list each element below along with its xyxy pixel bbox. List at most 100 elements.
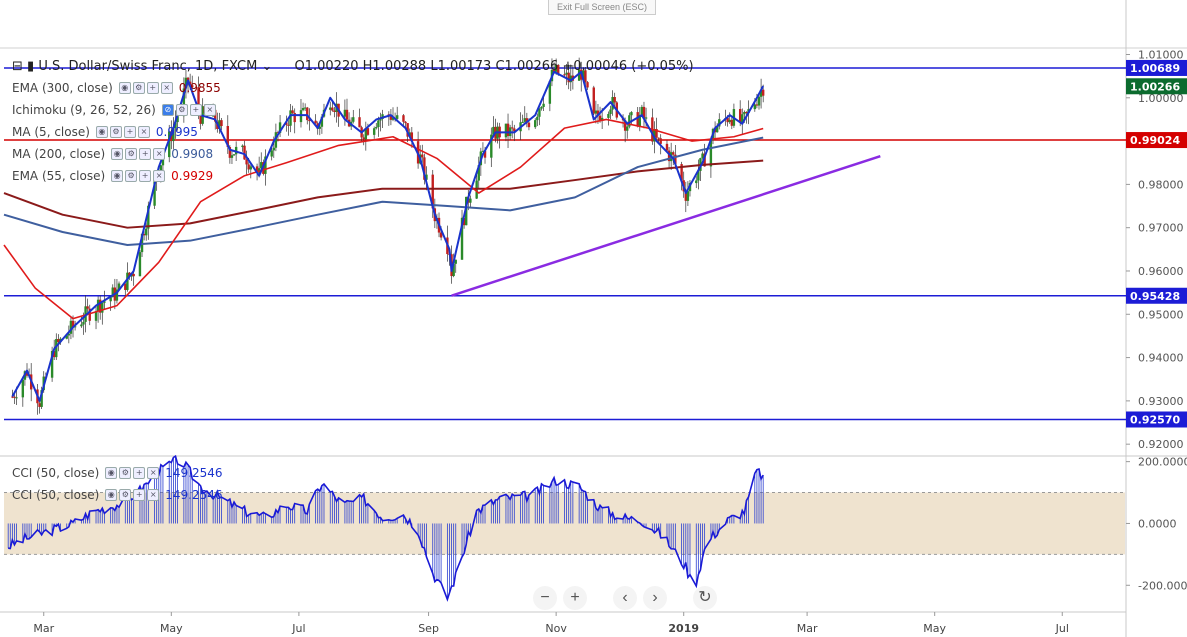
candle-body (289, 110, 292, 126)
indicator-ichimoku[interactable]: Ichimoku (9, 26, 52, 26) ⊘ ⚙ + × (12, 103, 216, 117)
indicator-ema300[interactable]: EMA (300, close) ◉ ⚙ + × 0.9855 (12, 81, 221, 95)
candle-body (523, 118, 526, 122)
gear-icon[interactable]: ⚙ (119, 467, 132, 479)
candle-body (640, 106, 644, 115)
gear-icon[interactable]: ⚙ (119, 489, 132, 501)
candle-body (659, 138, 662, 144)
candle-body (410, 132, 414, 142)
indicator-value: 0.9908 (171, 147, 214, 161)
candle-body (439, 232, 443, 238)
gear-icon[interactable]: ⚙ (125, 170, 138, 182)
indicator-cci-1[interactable]: CCI (50, close) ◉ ⚙ + × 149.2546 (12, 466, 223, 480)
time-tick-label: Jul (1055, 622, 1069, 635)
candle-body (285, 122, 288, 125)
indicator-buttons[interactable]: ◉ ⚙ + × (111, 170, 166, 182)
candle-body (695, 180, 698, 184)
cci-tick-label: 0.0000 (1138, 517, 1177, 530)
candle-body (755, 104, 759, 106)
indicator-label: CCI (50, close) (12, 488, 100, 502)
candle-body (743, 111, 746, 115)
candle-body (314, 120, 317, 124)
candle-body (655, 128, 658, 138)
plus-icon[interactable]: + (139, 170, 152, 182)
close-icon[interactable]: × (137, 126, 150, 138)
indicator-ma200[interactable]: MA (200, close) ◉ ⚙ + × 0.9908 (12, 147, 213, 161)
candle-body (628, 115, 631, 127)
candle-body (490, 134, 493, 158)
indicator-buttons[interactable]: ⊘ ⚙ + × (161, 104, 216, 116)
candle-body (404, 121, 407, 124)
candle-body (214, 109, 217, 122)
eye-icon[interactable]: ◉ (105, 467, 118, 479)
chevron-down-icon[interactable]: ⌄ (261, 59, 273, 74)
candle-body (607, 113, 610, 118)
plus-icon[interactable]: + (189, 104, 202, 116)
indicator-ema55[interactable]: EMA (55, close) ◉ ⚙ + × 0.9929 (12, 169, 213, 183)
close-icon[interactable]: × (147, 467, 160, 479)
eye-icon[interactable]: ◉ (118, 82, 131, 94)
candle-body (172, 128, 175, 142)
plus-icon[interactable]: + (133, 489, 146, 501)
plus-icon[interactable]: + (146, 82, 159, 94)
gear-icon[interactable]: ⚙ (125, 148, 138, 160)
ohlc-close: C1.00266 (495, 59, 559, 74)
indicator-ma5[interactable]: MA (5, close) ◉ ⚙ + × 0.9995 (12, 125, 198, 139)
candle-body (69, 320, 73, 334)
plus-icon[interactable]: + (123, 126, 136, 138)
candle-body (626, 126, 629, 131)
zoom-in-button[interactable]: + (563, 586, 587, 610)
hidden-eye-icon[interactable]: ⊘ (161, 104, 174, 116)
cci-tick-label: 200.0000 (1138, 456, 1187, 469)
plus-icon[interactable]: + (139, 148, 152, 160)
plus-icon[interactable]: + (133, 467, 146, 479)
scroll-right-button[interactable]: › (643, 586, 667, 610)
indicator-buttons[interactable]: ◉ ⚙ + × (95, 126, 150, 138)
candle-body (40, 390, 43, 407)
close-icon[interactable]: × (147, 489, 160, 501)
indicator-buttons[interactable]: ◉ ⚙ + × (105, 467, 160, 479)
eye-icon[interactable]: ◉ (111, 170, 124, 182)
eye-icon[interactable]: ◉ (105, 489, 118, 501)
candle-body (667, 150, 671, 162)
indicator-buttons[interactable]: ◉ ⚙ + × (111, 148, 166, 160)
candle-body (111, 287, 114, 298)
candle-body (761, 89, 765, 96)
close-icon[interactable]: × (153, 170, 166, 182)
zoom-out-button[interactable]: − (533, 586, 557, 610)
eye-icon[interactable]: ◉ (111, 148, 124, 160)
candle-body (684, 191, 688, 201)
candle-body (642, 106, 646, 119)
candle-body (375, 126, 378, 129)
scroll-left-button[interactable]: ‹ (613, 586, 637, 610)
ohlc-open: O1.00220 (294, 59, 359, 74)
indicator-value: 0.9995 (155, 125, 198, 139)
candle-body (230, 155, 234, 158)
indicator-buttons[interactable]: ◉ ⚙ + × (118, 82, 173, 94)
candle-body (176, 116, 179, 123)
close-icon[interactable]: × (203, 104, 216, 116)
candle-body (609, 109, 612, 114)
eye-icon[interactable]: ◉ (95, 126, 108, 138)
indicator-cci-2[interactable]: CCI (50, close) ◉ ⚙ + × 149.2546 (12, 488, 223, 502)
gear-icon[interactable]: ⚙ (132, 82, 145, 94)
symbol-title[interactable]: U.S. Dollar/Swiss Franc, 1D, FXCM (38, 59, 258, 74)
close-icon[interactable]: × (153, 148, 166, 160)
candle-body (521, 121, 524, 123)
candle-body (584, 70, 587, 83)
collapse-icon[interactable]: ⊟ ▮ (12, 59, 39, 74)
gear-icon[interactable]: ⚙ (109, 126, 122, 138)
reset-chart-button[interactable]: ↻ (693, 586, 717, 610)
close-icon[interactable]: × (160, 82, 173, 94)
indicator-label: EMA (55, close) (12, 169, 106, 183)
candle-body (592, 87, 595, 114)
candle-body (287, 124, 290, 126)
candle-body (745, 111, 748, 113)
indicator-label: MA (5, close) (12, 125, 90, 139)
candle-body (636, 112, 639, 126)
indicator-buttons[interactable]: ◉ ⚙ + × (105, 489, 160, 501)
exit-fullscreen-button[interactable]: Exit Full Screen (ESC) (548, 0, 656, 15)
gear-icon[interactable]: ⚙ (175, 104, 188, 116)
candle-body (343, 109, 347, 117)
